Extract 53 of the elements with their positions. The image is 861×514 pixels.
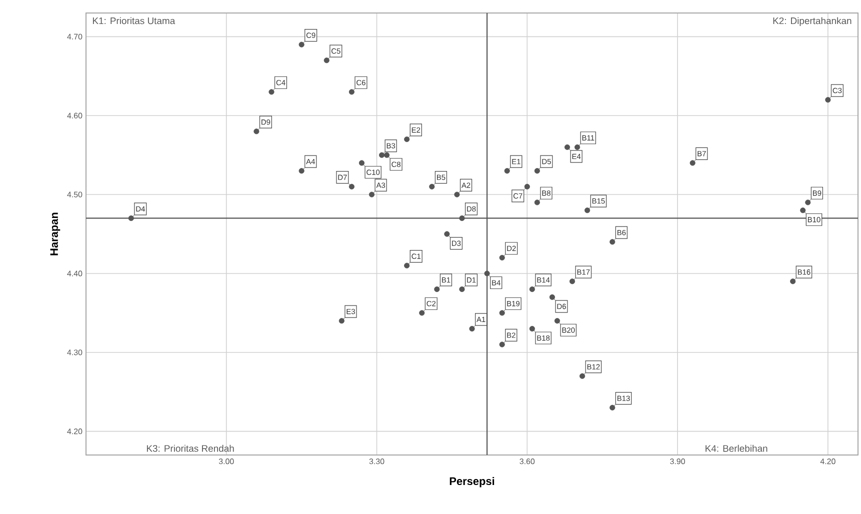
point: [429, 184, 435, 190]
point: [384, 152, 390, 158]
point: [549, 294, 556, 300]
point: [499, 310, 505, 316]
point: [610, 404, 616, 410]
point: [529, 286, 535, 292]
point: [580, 373, 586, 379]
x-axis-title: Persepsi: [450, 477, 494, 488]
point: [534, 168, 540, 174]
point: [298, 42, 304, 48]
point: [348, 89, 354, 95]
point: [358, 160, 365, 166]
point: [564, 144, 570, 150]
point: [805, 200, 811, 206]
point: [529, 326, 535, 332]
y-axis-title: Harapan: [50, 212, 60, 256]
point: [534, 200, 540, 206]
annotation: K1: Prioritas Utama: [92, 17, 176, 24]
point: [404, 136, 410, 142]
point: [368, 192, 375, 198]
point: [434, 286, 440, 292]
point: [790, 278, 796, 284]
point: [610, 239, 616, 245]
point: [524, 184, 530, 190]
point: [825, 97, 831, 103]
annotation: K2: Dipertahankan: [773, 17, 852, 26]
point: [338, 318, 344, 324]
point: [378, 152, 385, 158]
point: [459, 286, 465, 292]
point: [419, 310, 425, 316]
point: [324, 58, 330, 64]
point: [800, 208, 806, 214]
point: [454, 192, 460, 198]
annotation: K3: Prioritas Rendah: [146, 444, 234, 452]
point: [444, 231, 450, 237]
point: [404, 262, 410, 268]
point: [254, 128, 260, 134]
point: [499, 254, 505, 260]
point: [554, 318, 560, 324]
point: [298, 168, 304, 174]
point: [584, 208, 590, 214]
point: [574, 144, 580, 150]
point: [459, 215, 465, 222]
point: [484, 270, 490, 276]
point: [504, 168, 510, 174]
point: [569, 278, 576, 284]
point: [469, 326, 475, 332]
annotation: K4: Berlebihan: [706, 444, 768, 452]
point: [499, 342, 505, 348]
point: [348, 184, 354, 190]
point: [128, 215, 134, 222]
point: [268, 89, 274, 95]
point: [690, 160, 696, 166]
